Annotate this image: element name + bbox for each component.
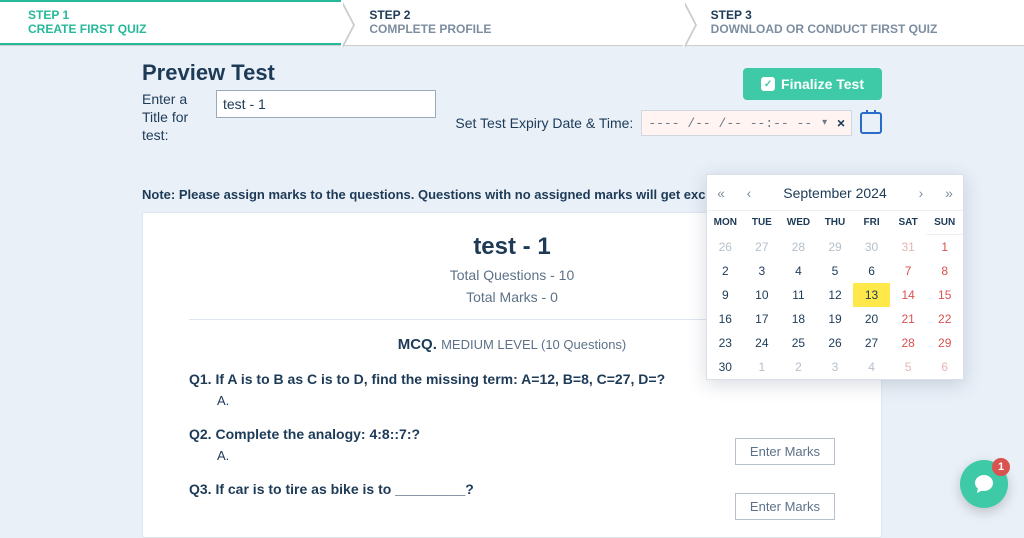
calendar-day[interactable]: 30 [707, 355, 744, 379]
calendar-day[interactable]: 8 [926, 259, 963, 283]
calendar-prev-button[interactable]: ‹ [735, 175, 763, 210]
calendar-day[interactable]: 9 [707, 283, 744, 307]
enter-marks-button[interactable]: Enter Marks [735, 438, 835, 465]
expiry-row: Set Test Expiry Date & Time: ---- /-- /-… [455, 110, 882, 136]
calendar-day[interactable]: 30 [853, 235, 890, 259]
calendar-icon[interactable] [860, 112, 882, 134]
chat-icon [972, 472, 996, 496]
step-1[interactable]: STEP 1 CREATE FIRST QUIZ [0, 0, 341, 45]
calendar-day[interactable]: 23 [707, 331, 744, 355]
calendar-day[interactable]: 3 [744, 259, 781, 283]
expiry-input[interactable]: ---- /-- /-- --:-- -- ▾ ✕ [641, 110, 852, 136]
calendar-day[interactable]: 24 [744, 331, 781, 355]
calendar-day[interactable]: 7 [890, 259, 927, 283]
step-label: STEP 3 [711, 8, 1006, 22]
calendar-dow: TUE [744, 211, 781, 235]
calendar-day[interactable]: 4 [780, 259, 817, 283]
progress-steps: STEP 1 CREATE FIRST QUIZ STEP 2 COMPLETE… [0, 0, 1024, 46]
calendar-day[interactable]: 26 [707, 235, 744, 259]
calendar-day[interactable]: 13 [853, 283, 890, 307]
calendar-dow: WED [780, 211, 817, 235]
calendar-day[interactable]: 20 [853, 307, 890, 331]
calendar-day[interactable]: 25 [780, 331, 817, 355]
finalize-button[interactable]: ✓ Finalize Test [743, 68, 882, 100]
calendar-day[interactable]: 10 [744, 283, 781, 307]
calendar-day[interactable]: 22 [926, 307, 963, 331]
test-title-input[interactable] [216, 90, 436, 118]
calendar-day[interactable]: 1 [744, 355, 781, 379]
calendar-dow: MON [707, 211, 744, 235]
calendar-day[interactable]: 5 [890, 355, 927, 379]
calendar-day[interactable]: 14 [890, 283, 927, 307]
expiry-label: Set Test Expiry Date & Time: [455, 115, 633, 131]
calendar-day[interactable]: 28 [780, 235, 817, 259]
title-label: Enter a Title for test: [142, 90, 204, 145]
step-label: STEP 2 [369, 8, 664, 22]
calendar-day[interactable]: 31 [890, 235, 927, 259]
calendar-day[interactable]: 21 [890, 307, 927, 331]
finalize-label: Finalize Test [781, 76, 864, 92]
question-block: Q3. If car is to tire as bike is to ____… [189, 481, 835, 497]
calendar-day[interactable]: 2 [707, 259, 744, 283]
step-3[interactable]: STEP 3 DOWNLOAD OR CONDUCT FIRST QUIZ [683, 0, 1024, 45]
calendar-day[interactable]: 5 [817, 259, 854, 283]
calendar-month-label[interactable]: September 2024 [763, 185, 907, 201]
calendar-dow: SAT [890, 211, 927, 235]
step-sub: DOWNLOAD OR CONDUCT FIRST QUIZ [711, 22, 1006, 36]
clear-date-icon[interactable]: ✕ [831, 116, 851, 131]
question-option: A. [217, 393, 835, 408]
expiry-value: ---- /-- /-- --:-- -- [642, 116, 818, 131]
calendar-day[interactable]: 27 [744, 235, 781, 259]
calendar-day[interactable]: 28 [890, 331, 927, 355]
check-icon: ✓ [761, 77, 775, 91]
calendar-day[interactable]: 1 [926, 235, 963, 259]
chat-fab[interactable]: 1 [960, 460, 1008, 508]
step-2[interactable]: STEP 2 COMPLETE PROFILE [341, 0, 682, 45]
calendar-first-button[interactable]: « [707, 175, 735, 210]
calendar-day[interactable]: 26 [817, 331, 854, 355]
enter-marks-button[interactable]: Enter Marks [735, 493, 835, 520]
calendar-day[interactable]: 6 [926, 355, 963, 379]
calendar-dow: THU [817, 211, 854, 235]
calendar-dow: SUN [926, 211, 963, 235]
calendar-day[interactable]: 15 [926, 283, 963, 307]
step-sub: CREATE FIRST QUIZ [28, 22, 323, 36]
calendar-day[interactable]: 4 [853, 355, 890, 379]
step-label: STEP 1 [28, 8, 323, 22]
calendar-day[interactable]: 27 [853, 331, 890, 355]
calendar-header: « ‹ September 2024 › » [707, 175, 963, 211]
calendar-day[interactable]: 18 [780, 307, 817, 331]
calendar-day[interactable]: 6 [853, 259, 890, 283]
calendar-dow: FRI [853, 211, 890, 235]
calendar-day[interactable]: 2 [780, 355, 817, 379]
calendar-day[interactable]: 17 [744, 307, 781, 331]
chevron-down-icon[interactable]: ▾ [818, 117, 831, 129]
calendar-day[interactable]: 29 [926, 331, 963, 355]
calendar-day[interactable]: 3 [817, 355, 854, 379]
section-level: MEDIUM LEVEL (10 Questions) [441, 337, 626, 352]
question-block: Q2. Complete the analogy: 4:8::7:? Enter… [189, 426, 835, 463]
section-prefix: MCQ. [398, 336, 437, 353]
step-sub: COMPLETE PROFILE [369, 22, 664, 36]
calendar-last-button[interactable]: » [935, 175, 963, 210]
calendar-grid: MONTUEWEDTHUFRISATSUN2627282930311234567… [707, 211, 963, 379]
calendar-next-button[interactable]: › [907, 175, 935, 210]
calendar-day[interactable]: 11 [780, 283, 817, 307]
calendar-day[interactable]: 19 [817, 307, 854, 331]
chat-badge: 1 [992, 458, 1010, 476]
calendar-day[interactable]: 29 [817, 235, 854, 259]
calendar-day[interactable]: 12 [817, 283, 854, 307]
calendar-popover: « ‹ September 2024 › » MONTUEWEDTHUFRISA… [706, 174, 964, 380]
calendar-day[interactable]: 16 [707, 307, 744, 331]
